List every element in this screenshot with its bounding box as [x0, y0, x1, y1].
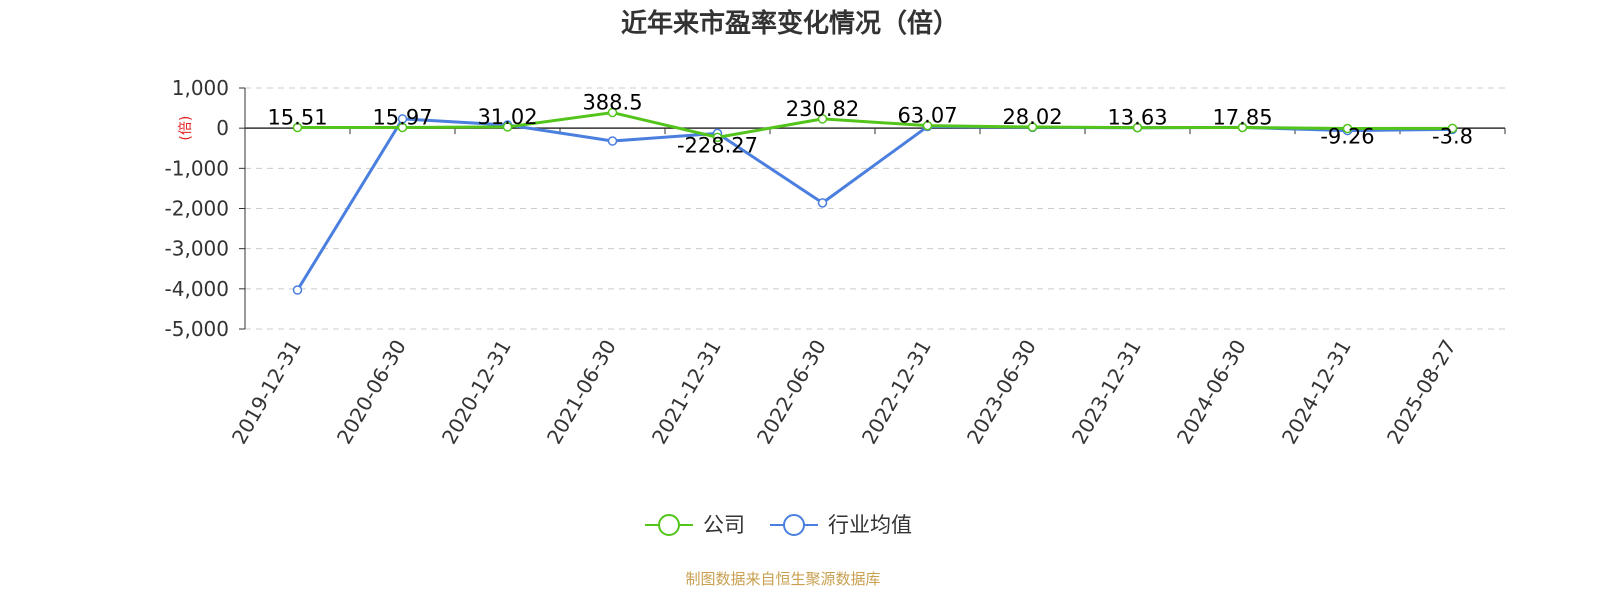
data-point[interactable]	[1027, 122, 1038, 132]
source-note: 制图数据来自恒生聚源数据库	[685, 570, 880, 588]
y-tick-label: -1,000	[165, 156, 229, 180]
data-point[interactable]	[607, 136, 618, 146]
x-tick-label: 2024-12-31	[1277, 336, 1356, 449]
legend-item-1[interactable]: 行业均值	[770, 513, 912, 537]
y-tick-label: 1,000	[172, 76, 229, 100]
x-tick-label: 2021-06-30	[542, 336, 621, 449]
data-point[interactable]	[817, 198, 828, 208]
y-tick-label: -4,000	[165, 277, 229, 301]
data-label: 31.02	[477, 105, 537, 129]
y-tick-labels: 1,000 0 -1,000 -2,000 -3,000 -4,000 -5,000	[165, 76, 229, 341]
y-tick-label: -3,000	[165, 237, 229, 261]
data-label: -228.27	[677, 133, 758, 157]
y-tick-label: -5,000	[165, 317, 229, 341]
x-tick-label: 2020-12-31	[437, 336, 516, 449]
x-tick-label: 2022-06-30	[752, 336, 831, 449]
data-point[interactable]	[292, 285, 303, 295]
x-tick-label: 2022-12-31	[857, 336, 936, 449]
grid-lines	[245, 87, 1505, 330]
data-label: 230.82	[786, 97, 859, 121]
legend-swatch-marker	[658, 514, 680, 536]
data-label: 15.97	[372, 106, 432, 130]
data-point[interactable]	[1342, 123, 1353, 134]
legend-swatch-marker	[783, 514, 805, 536]
data-label: 13.63	[1107, 106, 1167, 130]
data-point[interactable]	[397, 122, 408, 133]
y-axis-unit-label: (倍)	[178, 116, 194, 141]
legend[interactable]: 公司 行业均值	[645, 513, 912, 537]
legend-label: 行业均值	[828, 513, 912, 537]
series-group: 15.51 15.97 31.02 388.5 -228.27 230.82 63.07 28…	[267, 91, 1473, 295]
data-label: 28.02	[1002, 105, 1062, 129]
series-line-0	[297, 111, 1453, 139]
data-point[interactable]	[607, 107, 618, 118]
data-label: 17.85	[1212, 105, 1272, 129]
data-point[interactable]	[1447, 123, 1458, 134]
data-point[interactable]	[922, 120, 933, 131]
y-tick-label: -2,000	[165, 197, 229, 221]
x-tick-label: 2023-12-31	[1067, 336, 1146, 449]
data-point[interactable]	[502, 122, 513, 132]
data-label: 388.5	[582, 91, 642, 115]
x-tick-label: 2021-12-31	[647, 336, 726, 449]
x-tick-label: 2025-08-27	[1382, 336, 1461, 449]
x-tick-label: 2020-06-30	[332, 336, 411, 449]
x-tick-labels: 2019-12-31 2020-06-30 2020-12-31 2021-06-30…	[227, 336, 1461, 449]
y-tick-label: 0	[216, 116, 229, 140]
data-label: -3.8	[1432, 124, 1473, 148]
legend-item-0[interactable]: 公司	[645, 513, 745, 537]
data-point[interactable]	[1132, 122, 1143, 133]
x-tick-label: 2024-06-30	[1172, 336, 1251, 449]
data-label: 15.51	[267, 106, 327, 130]
x-tick-label: 2023-06-30	[962, 336, 1041, 449]
data-point[interactable]	[712, 132, 723, 143]
data-label: 63.07	[897, 104, 957, 128]
legend-label: 公司	[703, 513, 745, 537]
data-point[interactable]	[1237, 122, 1248, 133]
series-line-1	[296, 117, 1453, 291]
chart-title: 近年来市盈率变化情况（倍）	[621, 8, 959, 39]
x-tick-label: 2019-12-31	[227, 336, 306, 449]
data-point[interactable]	[817, 114, 828, 124]
data-label: -9.26	[1320, 125, 1374, 149]
data-point[interactable]	[292, 122, 303, 133]
